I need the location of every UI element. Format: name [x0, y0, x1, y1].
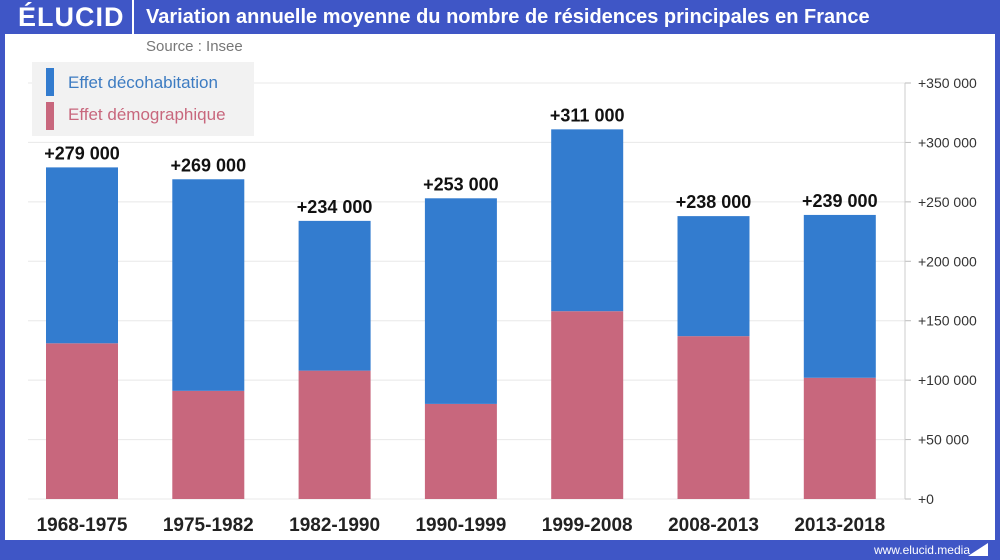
y-tick-label: +50 000: [918, 432, 969, 448]
y-tick-label: +150 000: [918, 313, 977, 329]
data-label: +253 000: [423, 174, 499, 194]
bar-segment: [424, 403, 497, 499]
data-label: +279 000: [44, 143, 120, 163]
x-tick-label: 1982-1990: [289, 515, 380, 536]
legend-swatch-decohabitation: [46, 68, 54, 96]
data-label: +239 000: [802, 191, 878, 211]
data-label: +269 000: [171, 155, 247, 175]
y-tick-label: +300 000: [918, 134, 977, 150]
bar-segment: [677, 216, 750, 337]
bar-segment: [551, 311, 624, 499]
flag-icon: [968, 543, 988, 556]
data-label: +238 000: [676, 192, 752, 212]
bar-segment: [298, 220, 371, 371]
bar-segment: [172, 179, 245, 391]
bar-segment: [803, 214, 876, 378]
logo: ÉLUCID: [18, 2, 125, 32]
bar-segment: [424, 198, 497, 404]
x-tick-label: 2013-2018: [794, 515, 885, 536]
bar-segment: [172, 390, 245, 499]
x-tick-label: 2008-2013: [668, 515, 759, 536]
bar-segment: [46, 343, 118, 499]
y-tick-label: +200 000: [918, 253, 977, 269]
y-tick-label: +100 000: [918, 372, 977, 388]
data-label: +311 000: [550, 105, 625, 125]
bar-segment: [298, 370, 371, 499]
x-tick-label: 1999-2008: [542, 515, 633, 536]
x-tick-label: 1990-1999: [415, 515, 506, 536]
bar-segment: [677, 336, 750, 499]
header: ÉLUCID Variation annuelle moyenne du nom…: [0, 0, 1000, 34]
x-tick-label: 1975-1982: [163, 515, 254, 536]
data-label: +234 000: [297, 197, 373, 217]
legend: Effet décohabitation Effet démographique: [32, 62, 254, 136]
bar-segment: [46, 167, 118, 344]
y-tick-label: +0: [918, 491, 934, 507]
bar-segment: [803, 377, 876, 499]
chart-title: Variation annuelle moyenne du nombre de …: [146, 6, 870, 28]
legend-label-demographique: Effet démographique: [68, 105, 226, 124]
source-note: Source : Insee: [146, 38, 243, 55]
bar-segment: [551, 129, 624, 312]
legend-label-decohabitation: Effet décohabitation: [68, 73, 218, 92]
y-tick-label: +250 000: [918, 194, 977, 210]
footer-url[interactable]: www.elucid.media: [873, 543, 970, 557]
x-tick-label: 1968-1975: [37, 515, 128, 536]
header-divider: [132, 0, 134, 34]
y-tick-label: +350 000: [918, 75, 977, 91]
legend-swatch-demographique: [46, 102, 54, 130]
